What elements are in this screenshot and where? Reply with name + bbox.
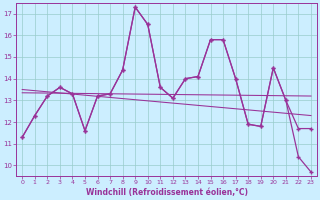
X-axis label: Windchill (Refroidissement éolien,°C): Windchill (Refroidissement éolien,°C) — [85, 188, 248, 197]
